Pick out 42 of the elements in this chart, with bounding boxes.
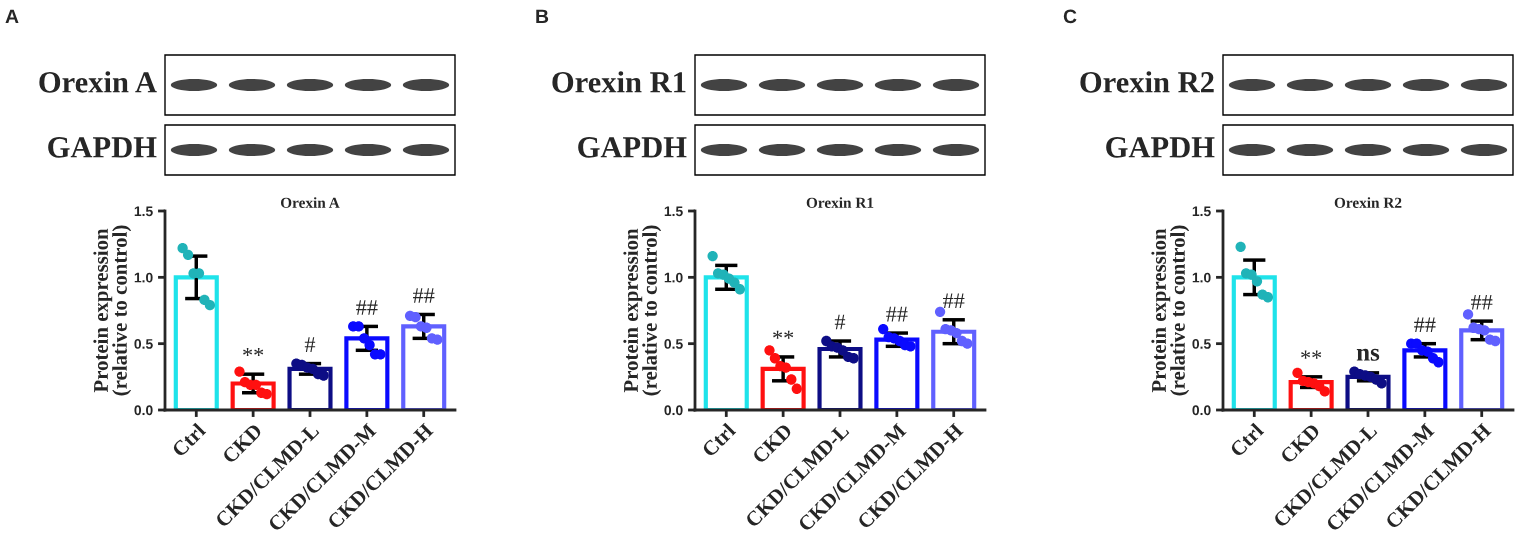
text: A bbox=[5, 9, 19, 24]
text: Orexin R2 bbox=[1080, 71, 1214, 93]
annotation: ## bbox=[1414, 317, 1436, 332]
chart-title: Orexin R1 bbox=[806, 197, 874, 208]
x-tick-label: Ctrl bbox=[700, 422, 737, 458]
text: Orexin R1 bbox=[552, 71, 686, 93]
text: GAPDH bbox=[48, 137, 157, 158]
y-tick-label: 1.0 bbox=[1192, 272, 1211, 283]
y-tick-label: 1.5 bbox=[1192, 206, 1211, 217]
annotation: ** bbox=[1301, 350, 1322, 359]
text: B bbox=[536, 9, 549, 24]
y-tick-label: 0.0 bbox=[134, 405, 153, 416]
annotation: ns bbox=[1356, 348, 1380, 361]
y-tick-label: 1.5 bbox=[134, 206, 153, 217]
annotation: # bbox=[834, 314, 846, 330]
y-tick-label: 0.5 bbox=[134, 339, 153, 349]
y-tick-label: 0.5 bbox=[1192, 339, 1211, 349]
y-tick-label: 0.0 bbox=[664, 405, 683, 416]
chart-title: Orexin A bbox=[280, 197, 340, 208]
text: C bbox=[1063, 9, 1077, 24]
text: Orexin A bbox=[39, 71, 157, 93]
annotation: # bbox=[304, 337, 316, 352]
y-tick-label: 1.5 bbox=[664, 206, 683, 217]
text: GAPDH bbox=[578, 137, 687, 158]
y-tick-label: 0.5 bbox=[664, 339, 683, 349]
annotation: ** bbox=[243, 347, 264, 357]
annotation: ## bbox=[356, 300, 378, 315]
annotation: ## bbox=[1471, 294, 1493, 310]
chart-title: Orexin R2 bbox=[1334, 197, 1402, 208]
x-tick-label: Ctrl bbox=[170, 422, 207, 458]
y-tick-label: 0.0 bbox=[1192, 405, 1211, 416]
annotation: ** bbox=[773, 330, 794, 339]
annotation: ## bbox=[943, 293, 965, 309]
y-axis-title: Protein expression (relative to control) bbox=[623, 225, 662, 396]
annotation: ## bbox=[413, 288, 435, 303]
text: GAPDH bbox=[1106, 137, 1215, 158]
y-tick-label: 1.0 bbox=[134, 272, 153, 283]
y-axis-title: Protein expression (relative to control) bbox=[1151, 225, 1190, 396]
annotation: ## bbox=[886, 306, 908, 322]
y-axis-title: Protein expression (relative to control) bbox=[93, 225, 132, 396]
x-tick-label: Ctrl bbox=[1228, 422, 1265, 458]
y-tick-label: 1.0 bbox=[664, 272, 683, 283]
